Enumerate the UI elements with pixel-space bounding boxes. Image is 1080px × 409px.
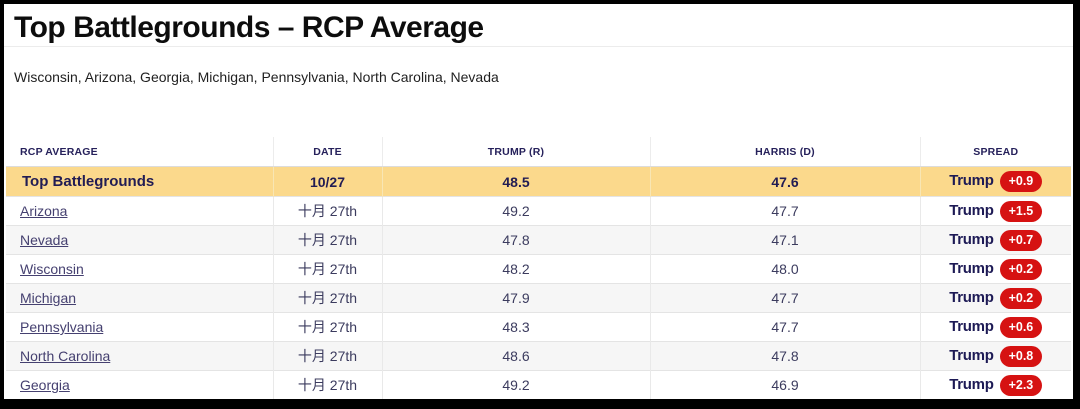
column-header-spread: SPREAD xyxy=(919,137,1071,167)
state-link-north-carolina[interactable]: North Carolina xyxy=(20,348,111,364)
spread-badge: +1.5 xyxy=(999,200,1043,222)
spread-cell: Trump +0.8 xyxy=(919,341,1071,371)
state-link-arizona[interactable]: Arizona xyxy=(20,203,68,219)
harris-cell: 47.7 xyxy=(649,196,920,226)
rcp-average-table-container: RCP AVERAGE DATE TRUMP (R) HARRIS (D) SP… xyxy=(6,137,1071,399)
state-link-nevada[interactable]: Nevada xyxy=(20,232,69,248)
harris-cell: 47.6 xyxy=(649,166,920,197)
column-header-rcp-average: RCP AVERAGE xyxy=(6,137,273,167)
state-cell: Georgia xyxy=(6,371,273,400)
spread-cell: Trump +0.2 xyxy=(919,283,1071,313)
table-row-top-battlegrounds: Top Battlegrounds 10/27 48.5 47.6 Trump +… xyxy=(6,166,1071,197)
trump-cell: 48.2 xyxy=(381,254,650,284)
spread-cell: Trump +0.9 xyxy=(919,166,1071,197)
spread-party-label: Trump xyxy=(949,201,994,219)
trump-cell: 49.2 xyxy=(381,196,650,226)
harris-cell: 47.1 xyxy=(649,225,920,255)
spread-cell: Trump +0.6 xyxy=(919,312,1071,342)
state-cell: North Carolina xyxy=(6,342,273,371)
trump-cell: 48.5 xyxy=(381,166,650,197)
harris-cell: 47.8 xyxy=(649,341,920,371)
harris-cell: 48.0 xyxy=(649,254,920,284)
harris-cell: 47.7 xyxy=(649,312,920,342)
state-cell: Nevada xyxy=(6,226,273,255)
date-cell: 十月 27th xyxy=(272,283,382,313)
trump-cell: 48.3 xyxy=(381,312,650,342)
spread-cell: Trump +0.7 xyxy=(919,225,1071,255)
state-cell: Pennsylvania xyxy=(6,313,273,342)
spread-party-label: Trump xyxy=(949,346,994,364)
spread-badge: +0.2 xyxy=(999,287,1043,309)
trump-cell: 47.8 xyxy=(381,225,650,255)
date-cell: 十月 27th xyxy=(272,312,382,342)
spread-party-label: Trump xyxy=(949,259,994,277)
date-cell: 十月 27th xyxy=(272,370,382,399)
state-link-wisconsin[interactable]: Wisconsin xyxy=(20,261,84,277)
state-cell: Wisconsin xyxy=(6,255,273,284)
date-cell: 十月 27th xyxy=(272,341,382,371)
state-cell: Michigan xyxy=(6,284,273,313)
spread-party-label: Trump xyxy=(949,288,994,306)
harris-cell: 47.7 xyxy=(649,283,920,313)
table-row: Wisconsin 十月 27th 48.2 48.0 Trump +0.2 xyxy=(6,254,1071,284)
content-panel: Top Battlegrounds – RCP Average Wisconsi… xyxy=(4,4,1073,399)
column-header-trump: TRUMP (R) xyxy=(381,137,650,167)
spread-badge: +0.7 xyxy=(999,229,1043,251)
table-header-row: RCP AVERAGE DATE TRUMP (R) HARRIS (D) SP… xyxy=(6,137,1071,167)
trump-cell: 48.6 xyxy=(381,341,650,371)
spread-party-label: Trump xyxy=(949,375,994,393)
column-header-harris: HARRIS (D) xyxy=(649,137,920,167)
page-header: Top Battlegrounds – RCP Average xyxy=(4,4,1073,47)
table-row: North Carolina 十月 27th 48.6 47.8 Trump +0… xyxy=(6,341,1071,371)
spread-badge: +2.3 xyxy=(999,374,1043,396)
table-row: Arizona 十月 27th 49.2 47.7 Trump +1.5 xyxy=(6,196,1071,226)
spread-badge: +0.8 xyxy=(999,345,1043,367)
spread-cell: Trump +2.3 xyxy=(919,370,1071,399)
table-row: Michigan 十月 27th 47.9 47.7 Trump +0.2 xyxy=(6,283,1071,313)
state-link-michigan[interactable]: Michigan xyxy=(20,290,77,306)
table-row: Georgia 十月 27th 49.2 46.9 Trump +2.3 xyxy=(6,370,1071,400)
table-row: Nevada 十月 27th 47.8 47.1 Trump +0.7 xyxy=(6,225,1071,255)
date-cell: 10/27 xyxy=(272,166,382,197)
spread-cell: Trump +1.5 xyxy=(919,196,1071,226)
state-link-pennsylvania[interactable]: Pennsylvania xyxy=(20,319,104,335)
state-link-georgia[interactable]: Georgia xyxy=(20,377,70,393)
rcp-average-table: RCP AVERAGE DATE TRUMP (R) HARRIS (D) SP… xyxy=(6,137,1071,399)
spread-party-label: Trump xyxy=(949,317,994,335)
trump-cell: 49.2 xyxy=(381,370,650,399)
spread-party-label: Trump xyxy=(949,230,994,248)
spread-badge: +0.6 xyxy=(999,316,1043,338)
date-cell: 十月 27th xyxy=(272,196,382,226)
date-cell: 十月 27th xyxy=(272,225,382,255)
trump-cell: 47.9 xyxy=(381,283,650,313)
spread-badge: +0.9 xyxy=(999,171,1043,192)
column-header-date: DATE xyxy=(272,137,382,167)
spread-party-label: Trump xyxy=(949,172,994,189)
spread-badge: +0.2 xyxy=(999,258,1043,280)
battleground-states-subtitle: Wisconsin, Arizona, Georgia, Michigan, P… xyxy=(14,69,499,85)
table-row: Pennsylvania 十月 27th 48.3 47.7 Trump +0.6 xyxy=(6,312,1071,342)
spread-cell: Trump +0.2 xyxy=(919,254,1071,284)
harris-cell: 46.9 xyxy=(649,370,920,399)
date-cell: 十月 27th xyxy=(272,254,382,284)
page-title: Top Battlegrounds – RCP Average xyxy=(14,11,484,44)
row-label: Top Battlegrounds xyxy=(22,173,155,190)
state-cell: Arizona xyxy=(6,197,273,226)
